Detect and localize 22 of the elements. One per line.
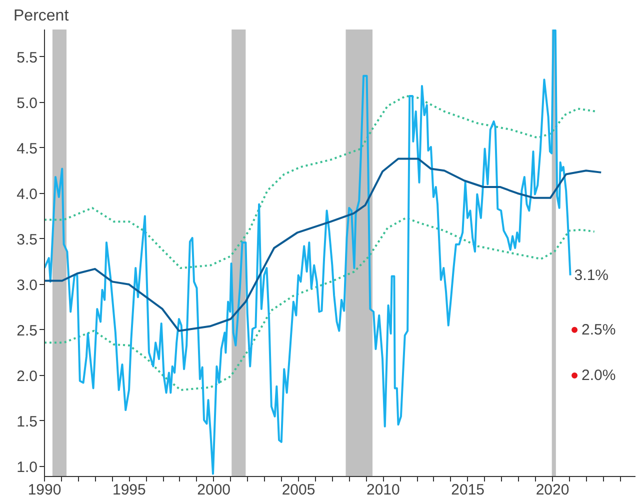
x-tick-label: 2005 bbox=[282, 482, 316, 498]
x-tick-label: 2000 bbox=[197, 482, 231, 498]
y-tick-label: 5.0 bbox=[16, 94, 38, 112]
y-axis-title: Percent bbox=[14, 8, 70, 24]
x-tick-label: 2020 bbox=[536, 482, 570, 498]
y-tick-label: 2.5 bbox=[16, 322, 38, 340]
annotation: 3.1% bbox=[574, 266, 609, 284]
y-tick-label: 4.5 bbox=[16, 140, 38, 158]
y-tick-label: 3.5 bbox=[16, 231, 38, 248]
x-tick-label: 1995 bbox=[112, 482, 146, 498]
x-tick-label: 1990 bbox=[28, 482, 62, 498]
line-series bbox=[44, 94, 598, 270]
x-tick-label: 2010 bbox=[366, 482, 400, 498]
y-tick-label: 3.0 bbox=[16, 276, 38, 294]
data-label: 2.0% bbox=[582, 366, 616, 384]
y-tick-label: 1.0 bbox=[16, 458, 38, 476]
y-tick-label: 4.0 bbox=[16, 186, 38, 203]
y-tick-label: 1.5 bbox=[16, 413, 38, 430]
y-tick-label: 5.5 bbox=[16, 49, 38, 66]
y-tick-label: 2.0 bbox=[16, 368, 38, 385]
x-tick-label: 2015 bbox=[451, 482, 485, 498]
data-label: 2.5% bbox=[582, 321, 616, 338]
